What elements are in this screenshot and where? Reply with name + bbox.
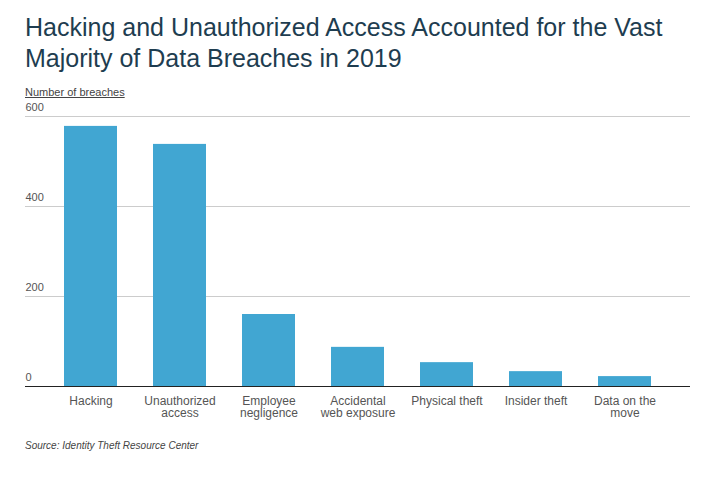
svg-text:Employeenegligence: Employeenegligence — [240, 394, 298, 420]
svg-text:Hacking: Hacking — [69, 394, 112, 408]
svg-text:400: 400 — [26, 191, 44, 203]
svg-text:Insider theft: Insider theft — [505, 394, 568, 408]
html-text:Hacking and Unauthorized Acces: Hacking and Unauthorized Access Accounte… — [25, 13, 663, 72]
svg-text:Unauthorizedaccess: Unauthorizedaccess — [144, 394, 215, 420]
svg-text:200: 200 — [26, 281, 44, 293]
svg-text:0: 0 — [26, 371, 32, 383]
svg-text:600: 600 — [26, 101, 44, 113]
html-text:Source: Identity Theft Resourc: Source: Identity Theft Resource Center — [25, 440, 199, 451]
svg-text:Physical theft: Physical theft — [411, 394, 483, 408]
svg-text:Accidentalweb exposure: Accidentalweb exposure — [320, 394, 396, 420]
html-text:Number of breaches: Number of breaches — [25, 86, 125, 98]
svg-text:Data on themove: Data on themove — [594, 394, 656, 420]
